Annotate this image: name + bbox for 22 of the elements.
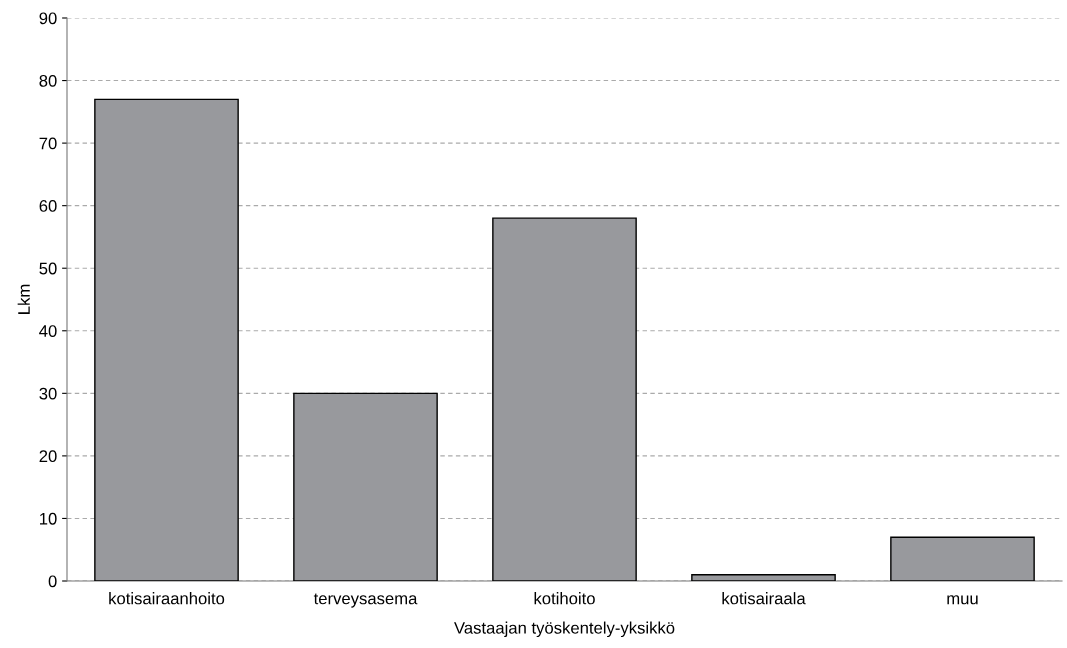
y-tick-label: 30 xyxy=(39,387,57,400)
bar xyxy=(890,536,1035,581)
x-tick-label: kotisairaanhoito xyxy=(109,592,225,605)
y-tick-label: 0 xyxy=(48,575,57,588)
y-tick-label: 80 xyxy=(39,74,57,87)
bar xyxy=(94,98,239,581)
bar xyxy=(492,217,637,581)
bar xyxy=(691,574,836,581)
y-tick-label: 70 xyxy=(39,137,57,150)
x-tick-label: terveysasema xyxy=(313,593,418,608)
y-tick-label: 50 xyxy=(39,262,57,275)
y-tick-label: 10 xyxy=(40,512,57,525)
x-tick-label: kotisairaala xyxy=(722,592,806,605)
x-tick-label: muu xyxy=(947,595,978,605)
y-tick-label: 60 xyxy=(39,200,57,212)
y-tick-label: 40 xyxy=(39,325,57,337)
bar xyxy=(293,392,438,581)
y-tick-label: 90 xyxy=(39,12,57,25)
y-tick-label: 20 xyxy=(39,450,57,463)
x-tick-label: kotihoito xyxy=(534,592,595,605)
y-axis-title: Lkm xyxy=(17,284,30,314)
x-axis-title: Vastaajan työskentely-yksikkö xyxy=(454,621,675,638)
